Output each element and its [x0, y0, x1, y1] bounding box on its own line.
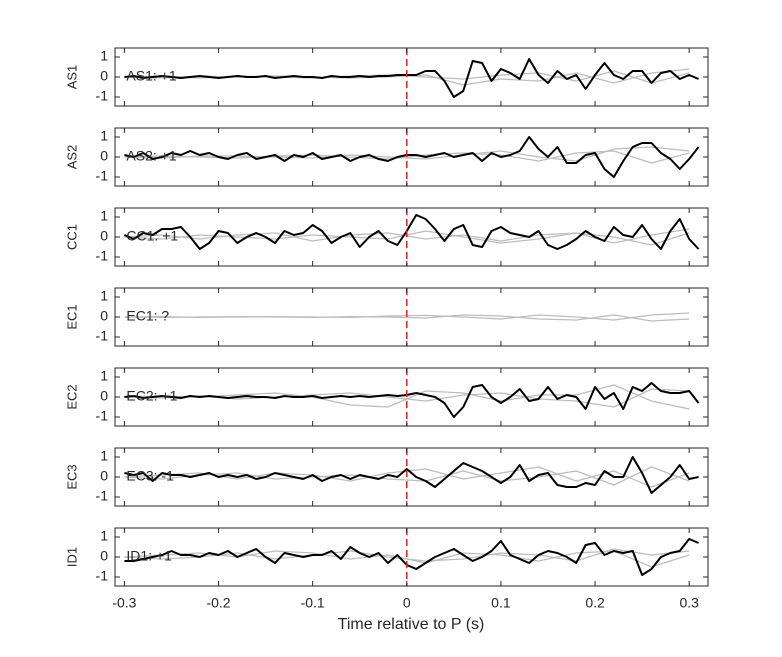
y-axis-label: AS1 [64, 65, 79, 90]
annotation: EC2: +1 [126, 388, 177, 404]
x-tick-label: 0.3 [679, 595, 699, 611]
annotation: AS2: +1 [126, 148, 176, 164]
reference-line [124, 466, 690, 486]
y-tick-label: 0 [100, 388, 108, 404]
trace-line [124, 382, 700, 418]
trace-line [124, 214, 700, 250]
axes-background [115, 528, 708, 586]
y-tick-label: -1 [96, 248, 109, 264]
y-tick-label: -1 [96, 168, 109, 184]
x-tick-label: -0.2 [206, 595, 230, 611]
y-axis-label: ID1 [64, 547, 79, 567]
y-tick-label: -1 [96, 408, 109, 424]
y-tick-label: 1 [100, 128, 108, 144]
y-tick-label: -1 [96, 568, 109, 584]
annotation: EC1: ? [126, 308, 169, 324]
y-tick-label: 1 [100, 48, 108, 64]
y-tick-label: 1 [100, 448, 108, 464]
y-tick-label: 1 [100, 528, 108, 544]
x-tick-label: -0.1 [301, 595, 325, 611]
y-axis-label: EC3 [64, 464, 79, 489]
x-axis-label: Time relative to P (s) [338, 616, 485, 633]
reference-line [124, 314, 690, 322]
y-tick-label: 0 [100, 308, 108, 324]
y-tick-label: 1 [100, 288, 108, 304]
y-axis-label: CC1 [64, 224, 79, 250]
y-tick-label: 0 [100, 468, 108, 484]
y-tick-label: 1 [100, 368, 108, 384]
annotation: CC1: +1 [126, 228, 178, 244]
y-axis-label: EC1 [64, 304, 79, 329]
y-tick-label: -1 [96, 88, 109, 104]
y-axis-label: EC2 [64, 384, 79, 409]
annotation: AS1: +1 [126, 68, 176, 84]
y-tick-label: 0 [100, 548, 108, 564]
y-tick-label: 0 [100, 68, 108, 84]
trace-line [124, 58, 699, 98]
annotation: EC3: -1 [126, 468, 174, 484]
x-tick-label: 0 [403, 595, 411, 611]
annotation: ID1: +1 [126, 548, 172, 564]
axes-background [115, 448, 708, 506]
y-tick-label: 1 [100, 208, 108, 224]
x-tick-label: 0.2 [585, 595, 605, 611]
trace-line [124, 538, 699, 576]
y-tick-label: -1 [96, 328, 109, 344]
y-tick-label: -1 [96, 488, 109, 504]
trace-line [124, 136, 700, 178]
y-tick-label: 0 [100, 148, 108, 164]
y-axis-label: AS2 [64, 145, 79, 170]
x-tick-label: 0.1 [491, 595, 511, 611]
y-tick-label: 0 [100, 228, 108, 244]
trace-line [124, 456, 699, 494]
x-tick-label: -0.3 [112, 595, 136, 611]
